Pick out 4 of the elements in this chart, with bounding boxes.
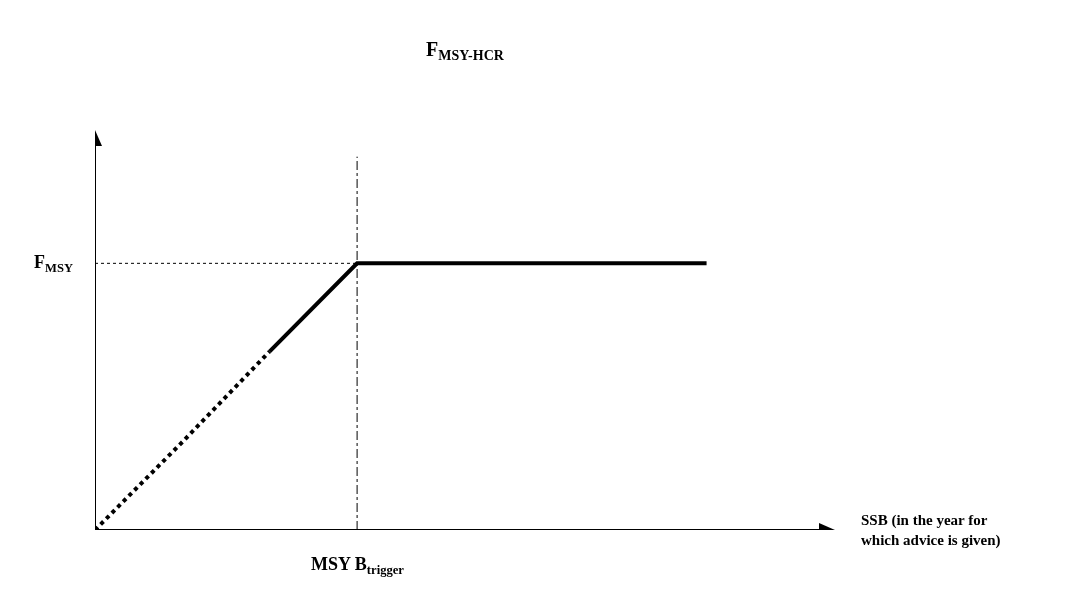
text: SSB (in the year for which advice is given) <box>861 512 1001 549</box>
text: MSY B$_{trigger}$ <box>311 554 405 577</box>
chart-title: F$_{MSY-HCR}$ <box>426 38 505 64</box>
ref-line-label: F$_{MSY}$ <box>34 252 73 275</box>
